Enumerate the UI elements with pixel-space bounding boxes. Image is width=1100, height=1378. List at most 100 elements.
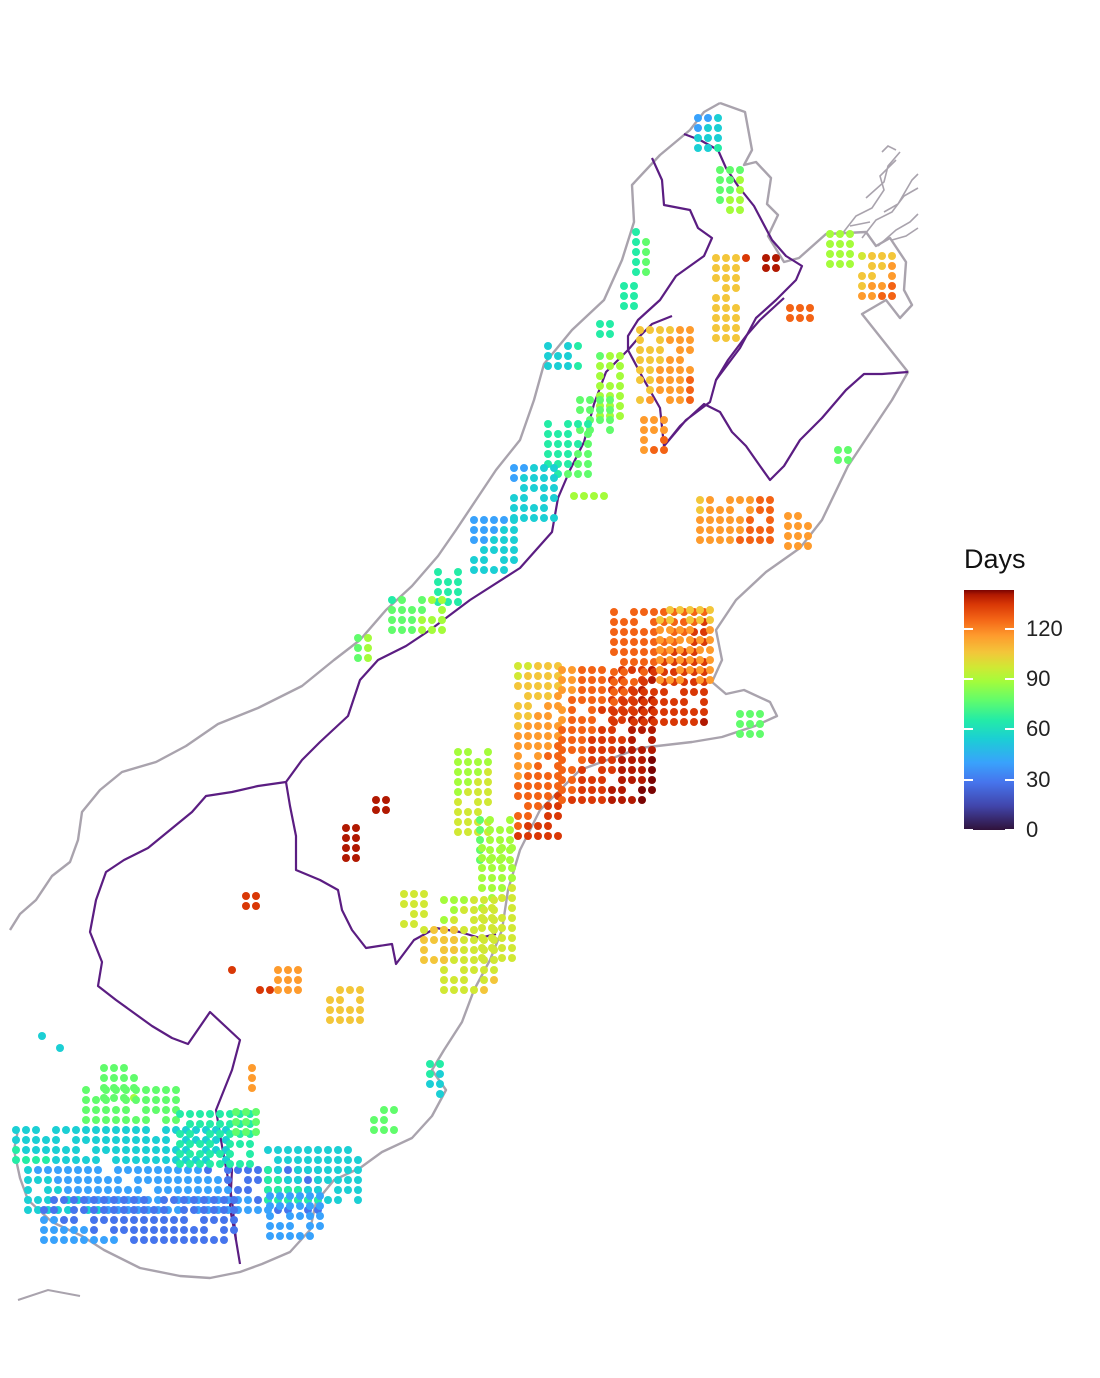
grid-point — [588, 776, 596, 784]
grid-point — [630, 282, 638, 290]
grid-point — [706, 636, 714, 644]
grid-point — [74, 1176, 82, 1184]
grid-point — [632, 228, 640, 236]
grid-points — [12, 114, 896, 1244]
grid-point — [474, 798, 482, 806]
grid-point — [606, 396, 614, 404]
grid-point — [224, 1186, 232, 1194]
grid-point — [296, 1192, 304, 1200]
grid-point — [640, 658, 648, 666]
grid-point — [114, 1166, 122, 1174]
grid-point — [510, 526, 518, 534]
grid-point — [666, 386, 674, 394]
grid-point — [390, 1126, 398, 1134]
grid-point — [102, 1136, 110, 1144]
grid-point — [484, 768, 492, 776]
grid-point — [844, 456, 852, 464]
grid-point — [640, 678, 648, 686]
grid-point — [554, 812, 562, 820]
grid-point — [316, 1212, 324, 1220]
grid-point — [736, 526, 744, 534]
grid-point — [474, 778, 482, 786]
grid-point — [464, 808, 472, 816]
grid-point — [476, 836, 484, 844]
grid-point — [460, 896, 468, 904]
grid-point — [888, 262, 896, 270]
grid-point — [486, 836, 494, 844]
grid-point — [544, 440, 552, 448]
grid-point — [646, 346, 654, 354]
grid-point — [216, 1110, 224, 1118]
grid-point — [836, 250, 844, 258]
grid-point — [726, 206, 734, 214]
grid-point — [418, 606, 426, 614]
grid-point — [112, 1156, 120, 1164]
grid-point — [426, 1080, 434, 1088]
grid-point — [426, 1060, 434, 1068]
grid-point — [440, 916, 448, 924]
grid-point — [140, 1226, 148, 1234]
grid-point — [716, 526, 724, 534]
grid-point — [514, 822, 522, 830]
grid-point — [558, 716, 566, 724]
grid-point — [704, 114, 712, 122]
grid-point — [252, 1108, 260, 1116]
grid-point — [700, 698, 708, 706]
grid-point — [500, 566, 508, 574]
grid-point — [656, 656, 664, 664]
grid-point — [304, 1176, 312, 1184]
grid-point — [574, 440, 582, 448]
grid-point — [826, 240, 834, 248]
grid-point — [478, 874, 486, 882]
grid-point — [326, 996, 334, 1004]
grid-point — [530, 474, 538, 482]
grid-point — [12, 1136, 20, 1144]
grid-point — [568, 706, 576, 714]
grid-point — [74, 1186, 82, 1194]
grid-point — [888, 292, 896, 300]
grid-point — [252, 902, 260, 910]
grid-point — [122, 1096, 130, 1104]
grid-point — [696, 526, 704, 534]
grid-point — [784, 522, 792, 530]
grid-point — [454, 578, 462, 586]
grid-point — [454, 778, 462, 786]
grid-point — [846, 240, 854, 248]
grid-point — [826, 250, 834, 258]
grid-point — [632, 238, 640, 246]
grid-point — [620, 678, 628, 686]
grid-point — [70, 1236, 78, 1244]
grid-point — [344, 1166, 352, 1174]
legend-tick-label: 0 — [1026, 817, 1039, 842]
grid-point — [618, 796, 626, 804]
grid-point — [578, 756, 586, 764]
grid-point — [656, 676, 664, 684]
grid-point — [588, 756, 596, 764]
grid-point — [564, 342, 572, 350]
grid-point — [578, 676, 586, 684]
grid-point — [550, 514, 558, 522]
grid-point — [514, 702, 522, 710]
grid-point — [204, 1176, 212, 1184]
grid-point — [610, 648, 618, 656]
grid-point — [200, 1226, 208, 1234]
grid-point — [618, 786, 626, 794]
grid-point — [630, 608, 638, 616]
grid-point — [508, 954, 516, 962]
grid-point — [676, 326, 684, 334]
grid-point — [686, 336, 694, 344]
grid-point — [676, 666, 684, 674]
grid-point — [596, 396, 604, 404]
grid-point — [618, 736, 626, 744]
grid-point — [162, 1086, 170, 1094]
grid-point — [648, 766, 656, 774]
grid-point — [438, 596, 446, 604]
grid-point — [90, 1206, 98, 1214]
grid-point — [706, 506, 714, 514]
grid-point — [766, 526, 774, 534]
grid-point — [428, 626, 436, 634]
grid-point — [736, 496, 744, 504]
grid-point — [296, 1202, 304, 1210]
grid-point — [596, 352, 604, 360]
grid-point — [648, 756, 656, 764]
